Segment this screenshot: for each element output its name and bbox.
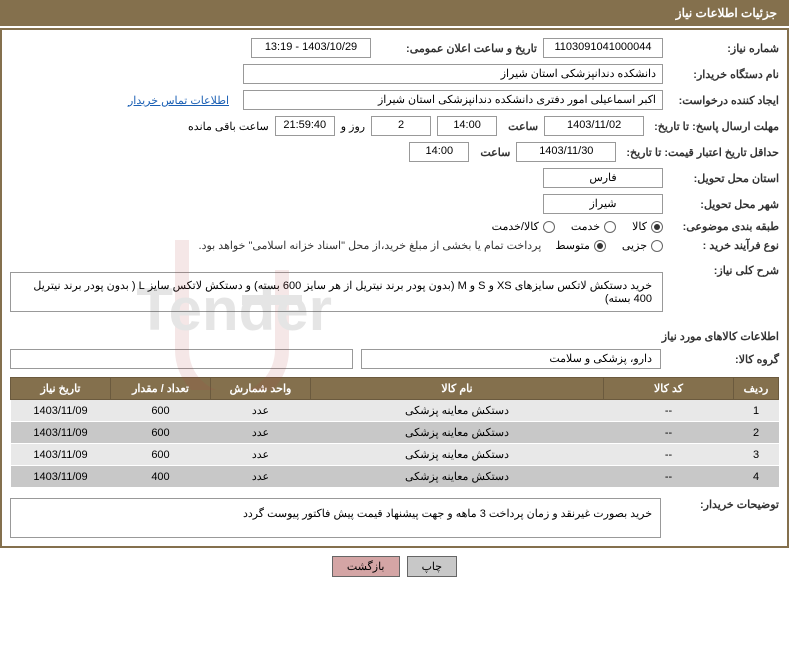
category-option-label: کالا (632, 220, 647, 233)
category-option-label: خدمت (571, 220, 600, 233)
items-section-title: اطلاعات کالاهای مورد نیاز (10, 330, 779, 343)
process-label: نوع فرآیند خرید : (669, 239, 779, 252)
col-row: ردیف (734, 378, 779, 400)
table-cell: دستکش معاینه پزشکی (311, 466, 604, 488)
category-radio-group: کالا خدمت کالا/خدمت (492, 220, 663, 233)
category-option-label: کالا/خدمت (492, 220, 539, 233)
page-title: جزئیات اطلاعات نیاز (676, 6, 777, 20)
buyer-contact-link[interactable]: اطلاعات تماس خریدار (128, 94, 229, 107)
validity-label: حداقل تاریخ اعتبار قیمت: تا تاریخ: (622, 146, 779, 159)
category-option-service[interactable]: خدمت (571, 220, 616, 233)
category-option-both[interactable]: کالا/خدمت (492, 220, 555, 233)
summary-label: شرح کلی نیاز: (669, 264, 779, 277)
table-cell: -- (604, 400, 734, 422)
table-cell: دستکش معاینه پزشکی (311, 422, 604, 444)
table-cell: -- (604, 422, 734, 444)
category-option-goods[interactable]: کالا (632, 220, 663, 233)
table-cell: 4 (734, 466, 779, 488)
table-header-row: ردیف کد کالا نام کالا واحد شمارش تعداد /… (11, 378, 779, 400)
buyer-notes-box: خرید بصورت غیرنقد و زمان پرداخت 3 ماهه و… (10, 498, 661, 538)
table-cell: 1403/11/09 (11, 400, 111, 422)
province-label: استان محل تحویل: (669, 172, 779, 185)
table-cell: 600 (111, 422, 211, 444)
radio-icon (604, 221, 616, 233)
reply-deadline-label: مهلت ارسال پاسخ: تا تاریخ: (650, 120, 779, 133)
need-number-label: شماره نیاز: (669, 42, 779, 55)
table-cell: دستکش معاینه پزشکی (311, 444, 604, 466)
city-value: شیراز (543, 194, 663, 214)
validity-hour-label: ساعت (475, 146, 510, 159)
table-row: 2--دستکش معاینه پزشکیعدد6001403/11/09 (11, 422, 779, 444)
process-option-minor[interactable]: جزیی (622, 239, 663, 252)
radio-icon (543, 221, 555, 233)
summary-box: خرید دستکش لاتکس سایزهای XS و S و M (بدو… (10, 272, 663, 312)
table-cell: 600 (111, 400, 211, 422)
group-spacer (10, 349, 353, 369)
reply-hour-value: 14:00 (437, 116, 497, 136)
radio-icon (594, 240, 606, 252)
buyer-notes-label: توضیحات خریدار: (669, 498, 779, 511)
table-cell: 400 (111, 466, 211, 488)
announce-label: تاریخ و ساعت اعلان عمومی: (377, 42, 537, 55)
validity-hour-value: 14:00 (409, 142, 469, 162)
table-cell: 3 (734, 444, 779, 466)
category-label: طبقه بندی موضوعی: (669, 220, 779, 233)
radio-icon (651, 221, 663, 233)
col-name: نام کالا (311, 378, 604, 400)
need-number-value: 1103091041000044 (543, 38, 663, 58)
group-value: دارو، پزشکی و سلامت (361, 349, 661, 369)
process-option-label: جزیی (622, 239, 647, 252)
table-row: 1--دستکش معاینه پزشکیعدد6001403/11/09 (11, 400, 779, 422)
table-row: 4--دستکش معاینه پزشکیعدد4001403/11/09 (11, 466, 779, 488)
process-option-label: متوسط (555, 239, 590, 252)
countdown-value: 21:59:40 (275, 116, 335, 136)
announce-value: 1403/10/29 - 13:19 (251, 38, 371, 58)
summary-text: خرید دستکش لاتکس سایزهای XS و S و M (بدو… (33, 280, 652, 305)
table-cell: عدد (211, 400, 311, 422)
col-unit: واحد شمارش (211, 378, 311, 400)
back-button[interactable]: بازگشت (332, 556, 400, 577)
requester-value: اکبر اسماعیلی امور دفتری دانشکده دندانپز… (243, 90, 663, 110)
days-remaining-value: 2 (371, 116, 431, 136)
table-cell: -- (604, 466, 734, 488)
reply-date-value: 1403/11/02 (544, 116, 644, 136)
remaining-label: ساعت باقی مانده (188, 120, 269, 133)
days-label: روز و (341, 120, 365, 133)
table-cell: -- (604, 444, 734, 466)
table-cell: 2 (734, 422, 779, 444)
group-label: گروه کالا: (669, 353, 779, 366)
col-qty: تعداد / مقدار (111, 378, 211, 400)
table-cell: عدد (211, 422, 311, 444)
table-cell: 1 (734, 400, 779, 422)
radio-icon (651, 240, 663, 252)
table-cell: عدد (211, 466, 311, 488)
table-cell: 1403/11/09 (11, 444, 111, 466)
col-date: تاریخ نیاز (11, 378, 111, 400)
city-label: شهر محل تحویل: (669, 198, 779, 211)
print-button[interactable]: چاپ (407, 556, 458, 577)
items-table: ردیف کد کالا نام کالا واحد شمارش تعداد /… (10, 377, 779, 488)
table-row: 3--دستکش معاینه پزشکیعدد6001403/11/09 (11, 444, 779, 466)
validity-date-value: 1403/11/30 (516, 142, 616, 162)
table-cell: 1403/11/09 (11, 422, 111, 444)
content-area: Tender شماره نیاز: 1103091041000044 تاری… (0, 28, 789, 548)
process-note: پرداخت تمام یا بخشی از مبلغ خرید،از محل … (199, 239, 542, 252)
buyer-org-label: نام دستگاه خریدار: (669, 68, 779, 81)
col-code: کد کالا (604, 378, 734, 400)
table-cell: عدد (211, 444, 311, 466)
buyer-notes-text: خرید بصورت غیرنقد و زمان پرداخت 3 ماهه و… (243, 508, 652, 520)
reply-hour-label: ساعت (503, 120, 538, 133)
province-value: فارس (543, 168, 663, 188)
process-option-medium[interactable]: متوسط (555, 239, 606, 252)
table-cell: 600 (111, 444, 211, 466)
footer-buttons: چاپ بازگشت (0, 556, 789, 577)
buyer-org-value: دانشکده دندانپزشکی استان شیراز (243, 64, 663, 84)
requester-label: ایجاد کننده درخواست: (669, 94, 779, 107)
table-cell: دستکش معاینه پزشکی (311, 400, 604, 422)
page-header: جزئیات اطلاعات نیاز (0, 0, 789, 26)
table-cell: 1403/11/09 (11, 466, 111, 488)
process-radio-group: جزیی متوسط (555, 239, 663, 252)
